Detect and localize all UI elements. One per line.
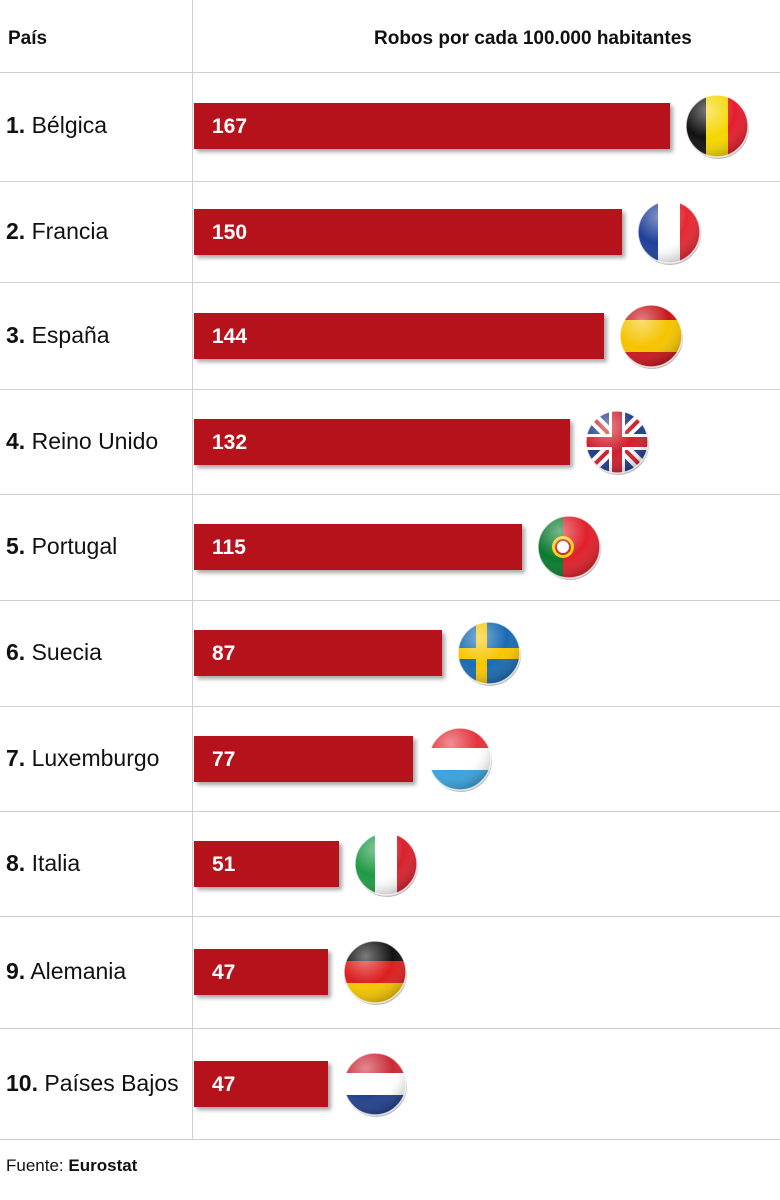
rank-label: 7.	[6, 744, 26, 771]
country-label: 7. Luxemburgo	[6, 745, 159, 772]
bar-value-label: 47	[212, 1072, 236, 1096]
bar: 167	[194, 103, 670, 149]
source-name: Eurostat	[68, 1156, 138, 1175]
france-flag-icon	[636, 199, 702, 265]
bar-value-label: 144	[212, 324, 248, 348]
source-prefix: Fuente:	[6, 1156, 64, 1175]
country-name: Italia	[31, 849, 81, 876]
portugal-flag-icon	[536, 514, 602, 580]
country-label: 4. Reino Unido	[6, 428, 158, 455]
uk-flag-icon	[584, 409, 650, 475]
rank-label: 8.	[6, 849, 26, 876]
rank-label: 2.	[6, 217, 26, 244]
bar-value-label: 132	[212, 430, 248, 454]
bar: 132	[194, 418, 570, 465]
chart-row: 8. Italia 51	[0, 812, 780, 917]
netherlands-flag-icon	[342, 1051, 408, 1117]
chart-row: 9. Alemania 47	[0, 917, 780, 1029]
belgium-flag-icon	[684, 93, 750, 159]
bar: 115	[194, 524, 522, 570]
country-label: 3. España	[6, 322, 110, 349]
country-name: España	[31, 321, 110, 348]
bar: 150	[194, 208, 622, 255]
country-name: Países Bajos	[44, 1069, 179, 1096]
germany-flag-icon	[342, 939, 408, 1005]
luxembourg-flag-icon	[427, 726, 493, 792]
rank-label: 4.	[6, 427, 26, 454]
country-column-header: País	[8, 28, 48, 49]
bar: 51	[194, 840, 339, 887]
rank-label: 9.	[6, 958, 26, 984]
rank-label: 10.	[6, 1069, 38, 1096]
country-name: Luxemburgo	[31, 744, 160, 771]
bar-value-label: 115	[212, 536, 246, 559]
country-label: 2. Francia	[6, 218, 108, 245]
italy-flag-icon	[353, 831, 419, 897]
bar-value-label: 77	[212, 747, 236, 771]
chart-row: 7. Luxemburgo 77	[0, 707, 780, 812]
chart-row: 3. España 144	[0, 283, 780, 390]
spain-flag-icon	[618, 303, 684, 369]
bar: 47	[194, 1060, 328, 1107]
country-name: Reino Unido	[31, 427, 159, 454]
bar-value-label: 167	[212, 115, 248, 138]
bar-value-label: 51	[212, 852, 236, 876]
country-label: 6. Suecia	[6, 639, 102, 666]
chart-row: 2. Francia 150	[0, 182, 780, 283]
chart-row: 1. Bélgica 167	[0, 72, 780, 182]
country-name: Francia	[31, 217, 109, 244]
rank-label: 1.	[6, 112, 26, 138]
bar: 87	[194, 630, 442, 676]
country-name: Portugal	[31, 533, 118, 559]
bar: 47	[194, 949, 328, 995]
country-name: Alemania	[30, 958, 127, 984]
country-label: 5. Portugal	[6, 533, 117, 560]
chart-row: 10. Países Bajos 47	[0, 1029, 780, 1140]
country-label: 8. Italia	[6, 850, 80, 877]
country-label: 1. Bélgica	[6, 112, 107, 139]
bar-value-label: 47	[212, 961, 236, 984]
rank-label: 3.	[6, 321, 26, 348]
bar-value-label: 87	[212, 642, 236, 665]
country-label: 9. Alemania	[6, 958, 126, 985]
rank-label: 5.	[6, 533, 26, 559]
bar-value-label: 150	[212, 220, 248, 244]
bar: 144	[194, 312, 604, 359]
chart-row: 6. Suecia 87	[0, 601, 780, 707]
country-name: Suecia	[31, 639, 102, 665]
chart-row: 5. Portugal 115	[0, 495, 780, 601]
country-label: 10. Países Bajos	[6, 1070, 179, 1097]
country-name: Bélgica	[31, 112, 108, 138]
bar: 77	[194, 735, 413, 782]
value-column-header: Robos por cada 100.000 habitantes	[374, 28, 692, 49]
column-divider	[192, 0, 193, 1140]
rank-label: 6.	[6, 639, 26, 665]
robberies-bar-chart: País Robos por cada 100.000 habitantes 1…	[0, 0, 780, 1140]
sweden-flag-icon	[456, 620, 522, 686]
source-note: Fuente: Eurostat	[6, 1156, 137, 1176]
chart-row: 4. Reino Unido 132	[0, 390, 780, 495]
table-header: País Robos por cada 100.000 habitantes	[0, 0, 780, 73]
